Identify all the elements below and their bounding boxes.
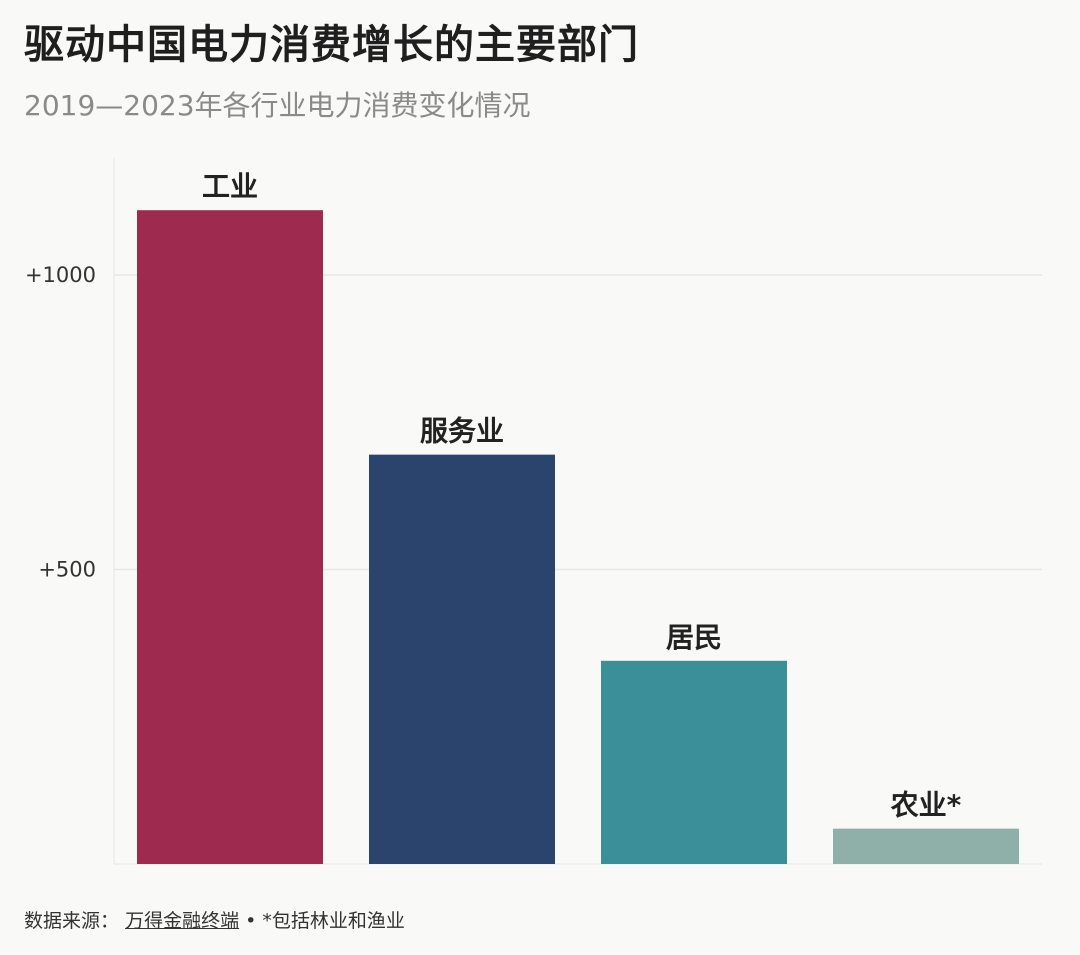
source-footnote: *包括林业和渔业	[262, 910, 405, 932]
bar-label: 农业*	[890, 789, 962, 822]
y-tick-label: +1000	[25, 263, 96, 287]
y-tick-label: +500	[38, 558, 96, 582]
bar	[369, 454, 555, 864]
bar	[601, 660, 787, 864]
source-link[interactable]: 万得金融终端	[125, 910, 240, 932]
source-note: 数据来源： 万得金融终端 • *包括林业和渔业	[24, 906, 405, 933]
source-label: 数据来源：	[24, 910, 120, 932]
bar	[833, 828, 1019, 864]
chart-subtitle: 2019—2023年各行业电力消费变化情况	[24, 89, 531, 122]
bar-label: 居民	[666, 621, 722, 654]
bar-label: 工业	[202, 170, 258, 203]
chart-title: 驱动中国电力消费增长的主要部门	[24, 22, 639, 68]
source-separator: •	[245, 910, 257, 932]
bar-label: 服务业	[420, 415, 504, 448]
bar	[137, 210, 323, 864]
